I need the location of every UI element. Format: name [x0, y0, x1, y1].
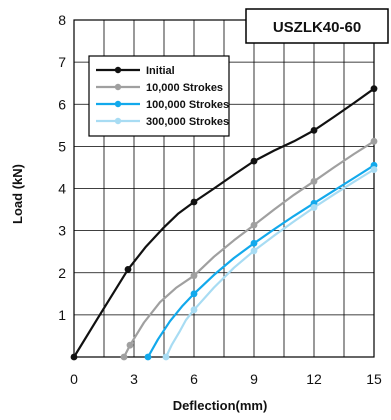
- data-point: [250, 221, 258, 229]
- legend-label: Initial: [146, 65, 175, 77]
- data-point: [120, 353, 128, 361]
- y-axis-title: Load (kN): [10, 164, 25, 224]
- data-point: [370, 137, 378, 145]
- badge-label: USZLK40-60: [273, 19, 361, 36]
- y-tick-label: 1: [58, 307, 66, 323]
- badge-box: [245, 8, 389, 44]
- grid: [74, 20, 374, 357]
- x-tick-label: 6: [190, 371, 198, 387]
- data-point: [190, 290, 198, 298]
- data-point: [190, 306, 198, 314]
- x-axis-title: Deflection(mm): [173, 398, 268, 413]
- y-tick-label: 4: [58, 181, 66, 197]
- legend-marker: [114, 100, 122, 108]
- data-point: [250, 247, 258, 255]
- plot-frame: [73, 19, 375, 358]
- x-tick-label: 0: [70, 371, 78, 387]
- legend-label: 100,000 Strokes: [146, 99, 229, 111]
- data-point: [190, 198, 198, 206]
- series-line: [72, 87, 376, 359]
- y-tick-label: 7: [58, 54, 66, 70]
- legend-marker: [114, 83, 122, 91]
- y-tick-label: 6: [58, 96, 66, 112]
- badge: USZLK40-60: [245, 8, 389, 44]
- data-point: [126, 341, 134, 349]
- x-tick-label: 15: [366, 371, 382, 387]
- data-point: [162, 353, 170, 361]
- y-tick-label: 2: [58, 265, 66, 281]
- data-point: [310, 126, 318, 134]
- series-layer: [70, 85, 378, 361]
- x-tick-label: 3: [130, 371, 138, 387]
- legend-marker: [114, 117, 122, 125]
- legend-marker: [114, 66, 122, 74]
- y-tick-label: 5: [58, 138, 66, 154]
- data-point: [310, 177, 318, 185]
- data-point: [124, 265, 132, 273]
- legend-label: 300,000 Strokes: [146, 116, 229, 128]
- series-line: [122, 140, 376, 359]
- data-point: [144, 353, 152, 361]
- data-point: [310, 204, 318, 211]
- series-line: [164, 168, 376, 359]
- x-tick-label: 12: [306, 371, 322, 387]
- legend-label: 10,000 Strokes: [146, 82, 223, 94]
- data-point: [250, 157, 258, 165]
- legend: Initial 10,000 Strokes 100,000 Strokes 300,…: [88, 55, 230, 137]
- y-tick-label: 8: [58, 12, 66, 28]
- data-point: [70, 353, 78, 361]
- data-point: [370, 85, 378, 93]
- data-point: [190, 272, 198, 280]
- y-tick-label: 3: [58, 223, 66, 239]
- data-point: [250, 239, 258, 247]
- series-line: [146, 164, 376, 359]
- x-tick-label: 9: [250, 371, 258, 387]
- data-point: [370, 166, 378, 173]
